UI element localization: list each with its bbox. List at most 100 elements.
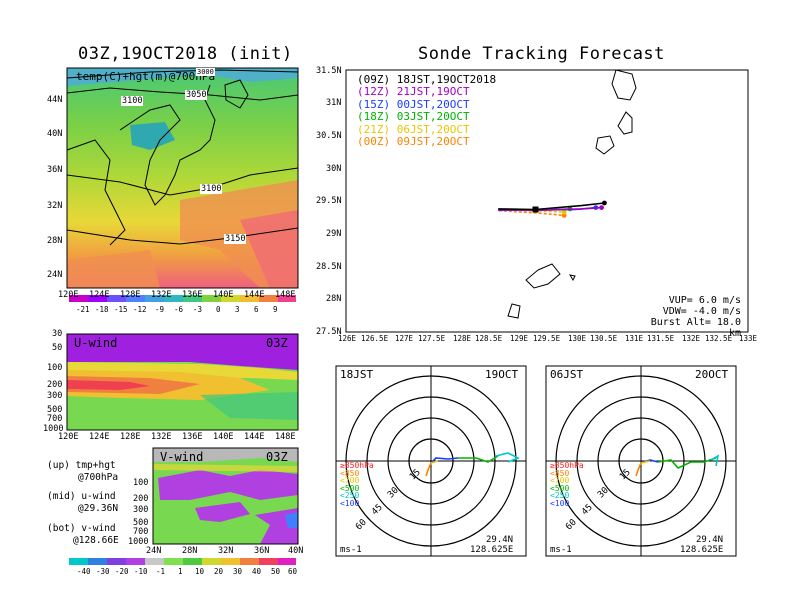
vwind-panel — [152, 447, 299, 545]
polar-right-date: 20OCT — [695, 368, 729, 381]
vcbar-label: 30 — [233, 567, 243, 576]
legend-entry: (21Z) 06JST,20OCT — [357, 122, 470, 136]
cbar-label: -6 — [174, 305, 184, 314]
cbar-label: 6 — [254, 305, 259, 314]
uwind-lon-label: 144E — [244, 432, 265, 442]
pressure-entry: <500 — [550, 483, 570, 493]
map-lat-label: 36N — [47, 165, 63, 175]
track-lon-label: 126E — [338, 334, 357, 343]
uwind-time: 03Z — [266, 336, 288, 350]
vwind-lat-label: 28N — [182, 546, 198, 556]
island-outline — [611, 69, 637, 101]
pressure-entry: <100 — [550, 498, 570, 508]
polar-right-lat: 29.4N — [696, 535, 724, 545]
polar-panel-left — [335, 365, 527, 557]
cbar-label: 3 — [235, 305, 240, 314]
vwind-p-label: 500 — [133, 518, 149, 528]
vwind-p-label: 100 — [133, 478, 149, 488]
vcbar-label: -30 — [96, 567, 110, 576]
vwind-p-label: 200 — [133, 494, 149, 504]
vwind-label: V-wind — [160, 450, 204, 464]
note-mid: (mid) u-wind — [47, 491, 116, 502]
uwind-lon-label: 148E — [275, 432, 296, 442]
vcbar-label: 1 — [178, 567, 183, 576]
track-lon-label: 132E — [682, 334, 701, 343]
track-lat-label: 28.5N — [316, 262, 342, 272]
track-lat-label: 29.5N — [316, 196, 342, 206]
track-lat-label: 31N — [326, 98, 342, 108]
uwind-lon-label: 140E — [213, 432, 234, 442]
pressure-entry: <850 — [550, 468, 570, 478]
uwind-p-label: 700 — [47, 414, 63, 424]
track-lon-label: 131.5E — [647, 334, 675, 343]
contour-label: 3000 — [196, 68, 215, 76]
polar-right-lon: 128.625E — [680, 545, 724, 555]
vwind-lat-label: 40N — [288, 546, 304, 556]
polar-left-unit: ms-1 — [340, 545, 362, 555]
map-lon-label: 132E — [151, 290, 172, 300]
map-lon-label: 148E — [275, 290, 296, 300]
cbar-label: -15 — [114, 305, 128, 314]
legend-entry: (18Z) 03JST,20OCT — [357, 110, 470, 124]
note-bot: (bot) v-wind — [47, 523, 116, 534]
cbar-label: -21 — [76, 305, 90, 314]
map-panel — [66, 67, 299, 289]
polar-right-unit: ms-1 — [550, 545, 572, 555]
uwind-p-label: 100 — [47, 363, 63, 373]
contour-3150 — [66, 227, 299, 245]
uwind-lon-label: 136E — [182, 432, 203, 442]
note-up: (up) tmp+hgt — [47, 460, 116, 471]
map-lon-label: 128E — [120, 290, 141, 300]
vwind-p-label: 700 — [133, 527, 149, 537]
uwind-p-label: 200 — [47, 380, 63, 390]
cold-region — [67, 68, 298, 86]
map-lon-label: 140E — [213, 290, 234, 300]
uwind-lon-label: 128E — [120, 432, 141, 442]
cbar-label: -18 — [95, 305, 109, 314]
vwind-p-label: 300 — [133, 505, 149, 515]
hodograph-low-right — [635, 462, 642, 477]
track-params: VUP= 6.0 m/s VDW= -4.0 m/s Burst Alt= 18… — [649, 295, 741, 339]
track-lon-label: 129E — [510, 334, 529, 343]
track-series-group — [498, 200, 607, 218]
param-burst: Burst Alt= 18.0 km — [650, 317, 741, 339]
map-colorbar — [69, 295, 296, 302]
cbar-label: -12 — [133, 305, 147, 314]
hodograph-low-left — [425, 462, 432, 477]
polar-right-time: 06JST — [550, 368, 584, 381]
track-series-5 — [498, 210, 565, 217]
map-lon-label: 136E — [182, 290, 203, 300]
vcbar-label: 50 — [271, 567, 281, 576]
uwind-p-label: 500 — [47, 405, 63, 415]
uwind-label: U-wind — [74, 336, 118, 350]
uwind-lon-label: 132E — [151, 432, 172, 442]
cbar-label: -9 — [155, 305, 165, 314]
vcbar-label: -20 — [115, 567, 129, 576]
track-lat-label: 31.5N — [316, 66, 342, 76]
track-lon-label: 130E — [568, 334, 587, 343]
pressure-legend-right: ≥850hPa <850 <700 <500 <250 <100 — [550, 462, 584, 508]
map-lat-label: 44N — [47, 95, 63, 105]
map-lat-label: 24N — [47, 270, 63, 280]
uwind-p-label: 30 — [52, 329, 63, 339]
pressure-entry: <250 — [340, 491, 360, 501]
pressure-entry: <700 — [340, 476, 360, 486]
polar-panel-right — [545, 365, 737, 557]
track-lon-label: 133E — [739, 334, 758, 343]
note-mid-b: @29.36N — [78, 503, 119, 514]
note-up-b: @700hPa — [78, 472, 119, 483]
vcbar-label: 10 — [195, 567, 205, 576]
hodograph-mid-left — [458, 455, 499, 463]
vwind-lat-label: 24N — [146, 546, 162, 556]
pressure-entry: <100 — [340, 498, 360, 508]
pressure-entry: <700 — [550, 476, 570, 486]
track-lon-label: 131E — [625, 334, 644, 343]
track-lat-label: 30.5N — [316, 131, 342, 141]
uwind-p-label: 1000 — [43, 424, 64, 434]
track-panel — [345, 69, 749, 333]
polar-left-time: 18JST — [340, 368, 374, 381]
landing-point — [561, 213, 567, 218]
cbar-label: 0 — [216, 305, 221, 314]
note-bot-b: @128.66E — [73, 535, 119, 546]
